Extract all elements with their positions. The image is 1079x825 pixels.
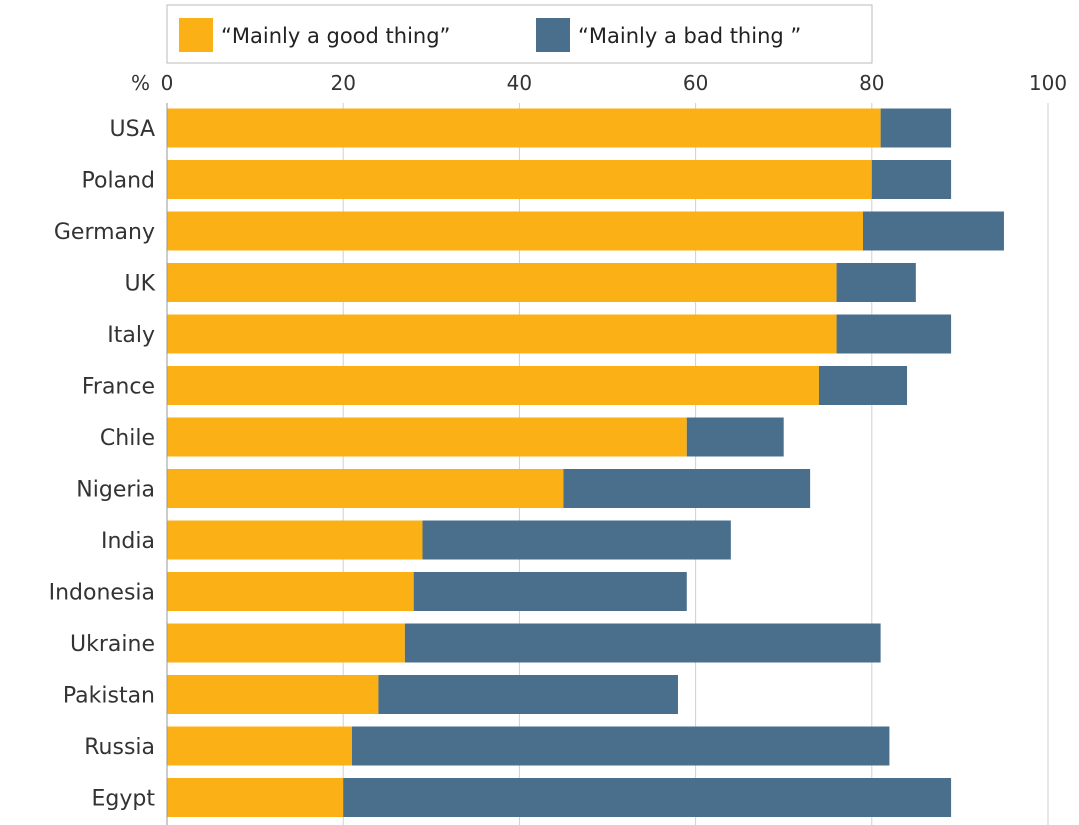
category-label-germany: Germany bbox=[54, 220, 155, 245]
bar-usa-bad bbox=[880, 108, 952, 148]
bar-uk-bad bbox=[836, 263, 916, 302]
x-tick-label-80: 80 bbox=[859, 71, 884, 95]
category-label-ukraine: Ukraine bbox=[70, 632, 155, 657]
bars bbox=[167, 108, 1004, 817]
legend: “Mainly a good thing” “Mainly a bad thin… bbox=[166, 4, 873, 64]
category-label-pakistan: Pakistan bbox=[63, 684, 155, 709]
category-label-poland: Poland bbox=[82, 169, 155, 194]
bar-chile-good bbox=[167, 417, 687, 457]
bar-ukraine-bad bbox=[404, 623, 881, 663]
bar-ukraine-good bbox=[167, 623, 405, 663]
bar-indonesia-bad bbox=[413, 572, 687, 611]
legend-label-bad: “Mainly a bad thing ” bbox=[578, 24, 801, 48]
axis-unit-label: % bbox=[131, 71, 150, 95]
category-label-chile: Chile bbox=[100, 426, 155, 451]
bar-pakistan-good bbox=[167, 675, 379, 714]
category-label-italy: Italy bbox=[107, 323, 155, 348]
bar-france-bad bbox=[818, 366, 908, 405]
category-label-uk: UK bbox=[124, 272, 155, 297]
category-labels: USA Poland Germany UK Italy France Chile Nigeri… bbox=[49, 117, 156, 812]
bar-indonesia-good bbox=[167, 572, 414, 611]
category-label-indonesia: Indonesia bbox=[49, 581, 155, 606]
x-tick-label-40: 40 bbox=[507, 71, 532, 95]
bar-nigeria-good bbox=[167, 469, 564, 508]
bar-pakistan-bad bbox=[378, 675, 678, 714]
category-label-egypt: Egypt bbox=[92, 787, 156, 812]
category-label-india: India bbox=[101, 529, 155, 554]
bar-poland-good bbox=[167, 160, 872, 199]
legend-frame bbox=[166, 4, 873, 64]
x-tick-label-60: 60 bbox=[683, 71, 708, 95]
legend-label-good: “Mainly a good thing” bbox=[221, 24, 450, 48]
bar-germany-bad bbox=[862, 211, 1004, 251]
bar-italy-bad bbox=[836, 314, 952, 354]
x-tick-label-0: 0 bbox=[161, 71, 174, 95]
bar-france-good bbox=[167, 366, 819, 405]
gridlines bbox=[342, 103, 1049, 825]
bar-egypt-bad bbox=[343, 778, 952, 817]
bar-india-bad bbox=[422, 520, 731, 560]
x-tick-label-20: 20 bbox=[330, 71, 355, 95]
category-label-usa: USA bbox=[109, 117, 155, 142]
legend-swatch-bad bbox=[536, 18, 570, 52]
category-label-france: France bbox=[82, 375, 155, 400]
category-label-nigeria: Nigeria bbox=[76, 478, 155, 503]
bar-nigeria-bad bbox=[563, 469, 811, 508]
category-label-russia: Russia bbox=[84, 735, 155, 760]
x-axis-ticks: 0 20 40 60 80 100 bbox=[161, 71, 1067, 95]
bar-italy-good bbox=[167, 314, 837, 354]
bar-germany-good bbox=[167, 211, 863, 251]
bar-poland-bad bbox=[871, 160, 952, 199]
bar-india-good bbox=[167, 520, 423, 560]
legend-swatch-good bbox=[179, 18, 213, 52]
bar-usa-good bbox=[167, 108, 881, 148]
bar-russia-good bbox=[167, 726, 353, 766]
bar-uk-good bbox=[167, 263, 837, 302]
bar-chile-bad bbox=[686, 417, 784, 457]
bar-russia-bad bbox=[352, 726, 890, 766]
x-tick-label-100: 100 bbox=[1029, 71, 1067, 95]
bar-egypt-good bbox=[167, 778, 344, 817]
